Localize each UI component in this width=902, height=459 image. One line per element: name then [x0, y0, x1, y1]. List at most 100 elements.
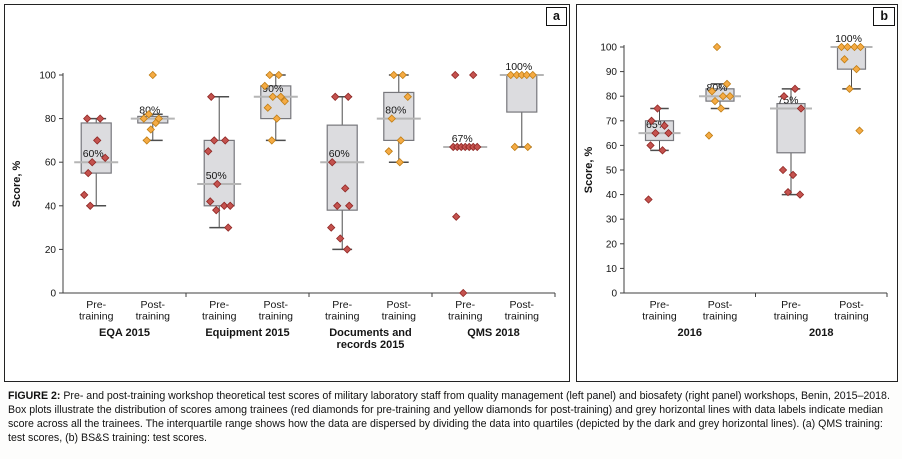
iqr-box [506, 74, 538, 113]
pre-training-point [204, 147, 213, 156]
y-tick-label: 0 [611, 289, 617, 300]
pre-training-point [469, 70, 478, 80]
y-tick-label: 90 [606, 67, 618, 78]
post-training-point [387, 114, 396, 123]
post-training-point [274, 70, 283, 80]
post-training-point [716, 104, 726, 113]
post-training-point [142, 136, 151, 145]
pre-training-point [207, 92, 216, 101]
pre-training-point [333, 201, 342, 210]
x-tick-label: Post- [387, 299, 412, 311]
post-training-point [395, 158, 404, 167]
y-tick-label: 60 [45, 158, 57, 169]
post-training-point [280, 96, 289, 106]
pre-training-point [653, 104, 662, 113]
x-tick-label: training [382, 311, 417, 323]
post-training-point [523, 142, 532, 152]
pre-training-point [647, 116, 656, 125]
pre-training-point [660, 121, 669, 130]
pre-training-point [664, 128, 673, 138]
figure-caption: FIGURE 2: Pre- and post-training worksho… [0, 386, 902, 446]
pre-training-point [452, 212, 461, 221]
pre-training-point [788, 170, 798, 180]
y-tick-label: 80 [606, 92, 618, 103]
boxplot-b-group1-post: 100% [830, 33, 873, 135]
panel-a-corner-label: a [546, 7, 567, 26]
pre-training-point [459, 288, 468, 298]
post-training-point [272, 114, 281, 123]
x-tick-label: Pre- [781, 299, 801, 311]
post-training-point [522, 70, 531, 80]
boxplot-chart-b: 0 10 20 30 40 50 60 70 80 90 100 Score, % 65% Pre-tra… [583, 33, 888, 339]
x-group-label: Documents and [329, 327, 412, 339]
post-training-point [845, 84, 854, 93]
x-tick-label: Pre- [86, 299, 106, 311]
median-label: 60% [329, 148, 350, 160]
post-training-point [151, 118, 160, 128]
x-tick-label: Post- [141, 299, 166, 311]
post-training-point [389, 70, 398, 80]
post-training-point [852, 64, 861, 74]
x-tick-label: Post- [510, 299, 535, 311]
iqr-box [776, 102, 806, 154]
x-group-label: 2018 [809, 327, 833, 339]
post-training-point [856, 42, 865, 52]
boxplot-a-group0-pre: 60% [74, 114, 119, 210]
post-training-point [528, 70, 537, 80]
pre-training-point [86, 201, 95, 210]
caption-text: Pre- and post-training workshop theoreti… [8, 390, 890, 445]
pre-training-point [644, 195, 653, 204]
post-training-point [260, 81, 269, 91]
median-label: 50% [206, 170, 227, 182]
y-tick-label: 10 [606, 264, 618, 275]
median-label: 60% [83, 148, 104, 160]
pre-training-point [651, 128, 660, 138]
iqr-box [383, 91, 415, 142]
post-training-point [268, 92, 277, 101]
boxplot-a-group3-post: 100% [499, 61, 544, 152]
x-group-label: 2016 [678, 327, 702, 339]
median-label: 80% [385, 105, 406, 117]
post-training-point [403, 92, 412, 101]
post-training-point [710, 96, 720, 106]
x-group-label: QMS 2018 [467, 327, 520, 339]
post-training-point [837, 42, 846, 52]
post-training-point [850, 42, 859, 52]
boxplot-a-group1-post: 90% [253, 70, 298, 145]
pre-training-point [795, 190, 805, 199]
boxplot-a-group0-post: 80% [130, 70, 175, 145]
y-tick-label: 70 [606, 116, 618, 127]
pre-training-point [344, 92, 353, 101]
pre-training-point [343, 245, 352, 254]
x-tick-label: training [774, 311, 809, 323]
pre-training-point [331, 92, 340, 101]
pre-training-point [336, 234, 345, 243]
pre-training-point [658, 146, 667, 155]
post-training-point [840, 55, 849, 64]
pre-training-point [101, 153, 110, 163]
pre-training-point [796, 104, 806, 113]
post-training-point [267, 136, 276, 145]
post-training-point [855, 126, 864, 135]
y-tick-label: 30 [606, 215, 618, 226]
post-training-point [265, 70, 274, 80]
post-training-point [704, 131, 714, 140]
post-training-point [148, 70, 157, 80]
boxplot-chart-a: 0 20 40 60 80 100 Score, % 60% Pre-training 80% Po… [11, 61, 556, 351]
pre-training-point [88, 158, 97, 167]
pre-training-point [341, 184, 350, 193]
x-tick-label: training [642, 311, 677, 323]
y-tick-label: 20 [45, 245, 57, 256]
pre-training-point [210, 136, 219, 145]
pre-training-point [345, 201, 354, 210]
boxplot-a-group1-pre: 50% [197, 92, 242, 232]
post-training-point [718, 92, 728, 101]
pre-training-point [451, 70, 460, 80]
median-label: 80% [139, 105, 160, 117]
x-tick-label: Pre- [332, 299, 352, 311]
post-training-point [396, 136, 405, 145]
x-tick-label: Pre- [650, 299, 670, 311]
median-label: 100% [835, 33, 862, 45]
y-tick-label: 100 [600, 43, 617, 54]
boxplot-b-group0-post: 80% [698, 42, 741, 140]
